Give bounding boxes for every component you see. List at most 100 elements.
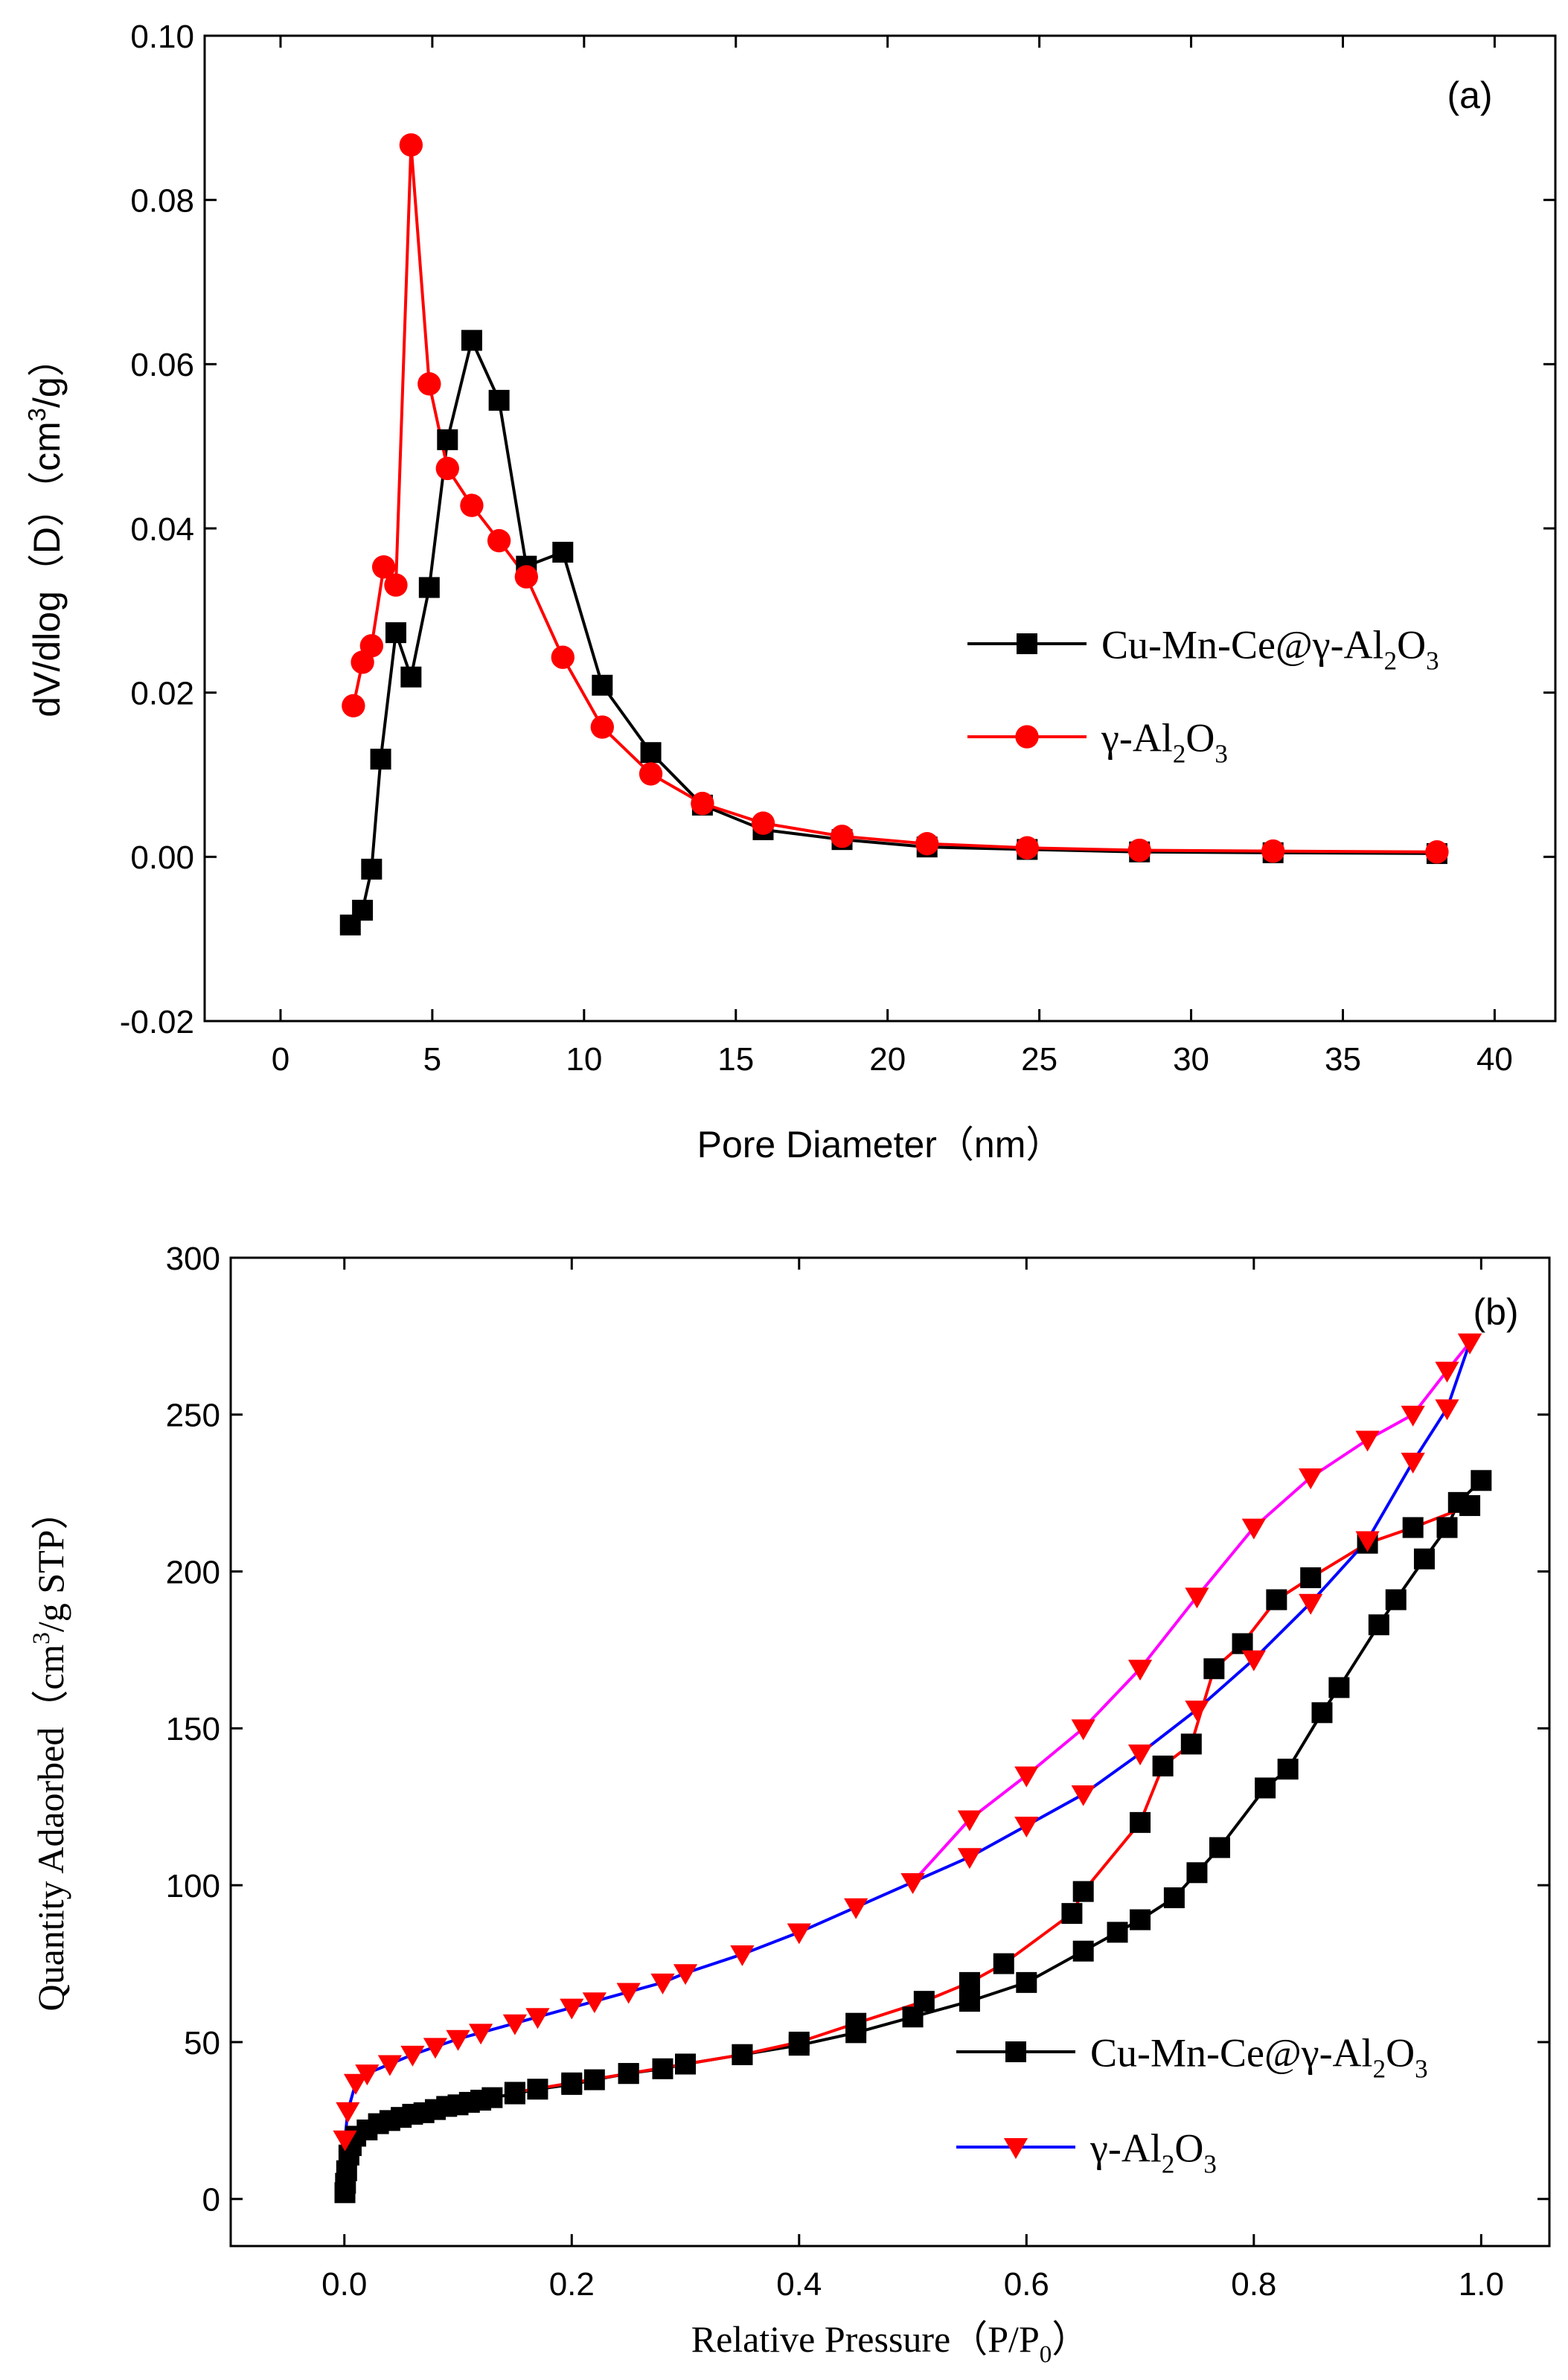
data-point [1402,1517,1424,1538]
data-point [1185,1701,1209,1722]
data-point [787,1923,811,1945]
data-point [1107,1922,1128,1943]
data-point [1061,1903,1083,1925]
data-point [384,573,408,597]
data-point [435,456,459,481]
data-point [913,1991,935,2012]
x-axis-label: Pore Diameter（nm） [697,1124,1063,1165]
x-tick-label: 0.8 [1231,2266,1276,2303]
data-point [845,2012,867,2034]
data-point [618,2063,639,2085]
x-tick-label: 0 [272,1041,289,1078]
data-point [488,389,510,411]
x-tick-label: 40 [1476,1041,1513,1078]
data-point [959,1991,980,2012]
data-point [333,2130,357,2152]
data-point [830,825,854,848]
data-point [1127,1660,1153,1681]
data-point [691,791,714,816]
chart-panel-a: -0.02 0.00 0.02 0.04 0.06 0.08 0.10 0 5 10 15 20 25 3… [23,19,1557,1165]
legend-marker [1003,2138,1028,2159]
x-tick-label: 30 [1173,1041,1209,1078]
data-point [481,2087,503,2108]
data-point [418,577,440,598]
legend-label: Cu-Mn-Ce@γ-Al2O3 [1101,622,1439,675]
data-point [640,742,662,764]
data-point [1241,1650,1266,1672]
data-point [552,541,574,563]
legend-entry-0: Cu-Mn-Ce@γ-Al2O3 [967,622,1439,676]
data-point [355,2064,380,2086]
data-point [560,1998,584,2020]
data-point [1185,1587,1209,1609]
legend-entry-1: γ-Al2O3 [967,715,1228,769]
x-tick-label: 0.4 [776,2266,822,2303]
data-point [592,674,613,696]
data-point [730,1945,755,1966]
data-point [583,2069,605,2091]
legend-label: γ-Al2O3 [1101,715,1228,768]
data-point [639,762,663,786]
data-point [1072,1881,1094,1902]
data-point [673,1964,698,1986]
plot-frame [229,1256,1551,2248]
data-point [993,1953,1014,1974]
data-point [1130,1909,1151,1930]
data-point [561,2072,583,2093]
data-point [1261,839,1285,863]
data-point [915,832,939,856]
data-point [1255,1777,1276,1799]
x-tick-label: 0.6 [1004,2266,1049,2303]
y-tick-label: 0 [202,2182,220,2219]
data-point [732,2044,753,2065]
data-point [1457,1333,1482,1354]
data-point [1016,1971,1037,1993]
data-point [1355,1531,1380,1552]
data-point [527,2079,548,2100]
y-tick-label: 0.02 [130,676,194,712]
data-point [1413,1548,1435,1570]
chart-panel-b: 0 50 100 150 200 250 300 0.0 0.2 0.4 0.6 0.8 1.0 Rela… [28,1241,1551,2368]
legend-label: Cu-Mn-Ce@γ-Al2O3 [1090,2030,1428,2083]
data-point [1071,1785,1095,1806]
data-point [400,666,422,688]
data-point [1355,1430,1380,1452]
x-tick-label: 35 [1325,1041,1361,1078]
data-point [371,555,396,579]
data-point [1401,1405,1425,1427]
series-line-desorption-1 [514,1504,1471,2094]
data-point [504,2082,525,2103]
data-point [1241,1518,1266,1540]
data-point [675,2053,697,2075]
panel-label: (a) [1447,74,1492,116]
x-axis-label: Relative Pressure（P/P0） [691,2318,1089,2368]
data-point [1186,1862,1208,1884]
data-point [400,2045,425,2067]
legend-marker [1015,725,1039,749]
data-point [1152,1755,1174,1776]
data-point [1072,1940,1094,1962]
y-tick-label: 50 [184,2025,220,2061]
data-point [1015,836,1039,860]
y-tick-label: 0.08 [130,183,194,220]
data-point [460,493,484,517]
x-tick-label: 5 [423,1041,441,1078]
data-point [487,528,511,553]
data-point [1299,1468,1323,1490]
data-point [1180,1733,1202,1755]
data-point [900,1872,925,1894]
data-point [616,1983,641,2004]
series-markers-3 [900,1333,1482,1894]
data-point [1311,1702,1333,1724]
data-point [1436,1517,1458,1538]
data-point [343,2073,368,2095]
data-point [461,330,482,351]
data-point [1300,1567,1322,1589]
data-point [1014,1766,1039,1788]
x-tick-label: 20 [869,1041,906,1078]
data-point [957,1848,982,1869]
data-point [650,1973,675,1994]
data-point [959,1971,980,1993]
y-tick-label: 0.10 [130,19,194,55]
